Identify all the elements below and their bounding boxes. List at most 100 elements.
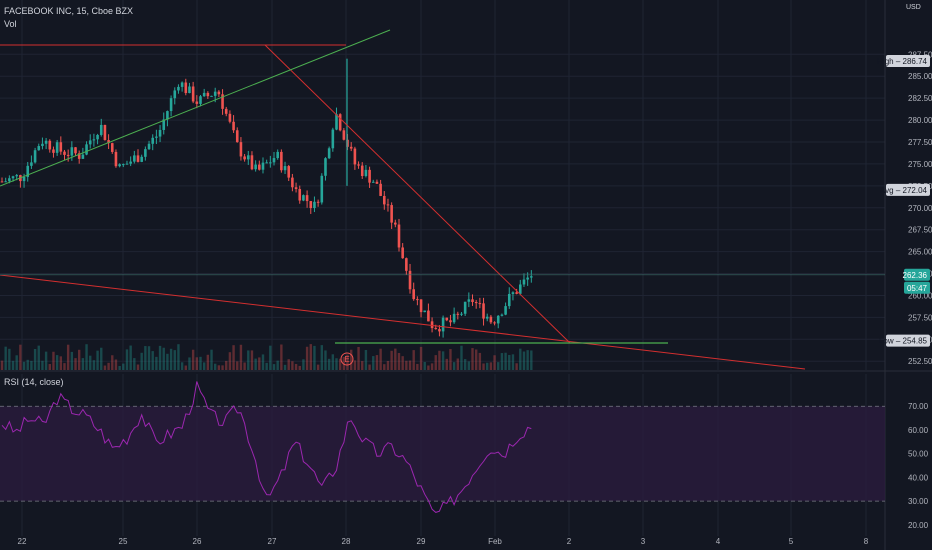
- volume-bar: [471, 348, 474, 370]
- candle-body: [408, 270, 412, 290]
- volume-bar: [206, 354, 210, 370]
- candle-body: [368, 169, 371, 183]
- rsi-band: [0, 405, 885, 502]
- candle-body: [173, 90, 177, 99]
- volume-bar: [258, 357, 261, 370]
- candle-body: [452, 313, 456, 323]
- candle-body: [114, 151, 118, 167]
- volume-bar: [261, 354, 265, 370]
- volume-bar: [394, 348, 397, 370]
- candle-body: [357, 164, 360, 166]
- volume-bar: [460, 345, 463, 370]
- candle-body: [500, 314, 504, 316]
- volume-bar: [287, 359, 290, 370]
- volume-bar: [294, 363, 298, 370]
- symbol-legend[interactable]: FACEBOOK INC, 15, Cboe BZX: [4, 6, 137, 16]
- volume-bar: [177, 344, 180, 370]
- candle-body: [52, 149, 55, 153]
- volume-bar: [55, 355, 59, 370]
- price-tick-label: 275.00: [908, 160, 932, 169]
- candle-body: [493, 322, 496, 324]
- volume-bar: [430, 363, 434, 370]
- volume-bar: [19, 344, 22, 370]
- candle-body: [504, 306, 507, 315]
- volume-bar: [497, 362, 500, 370]
- candle-body: [15, 175, 19, 177]
- candle-body: [155, 136, 158, 138]
- candle-body: [202, 92, 206, 97]
- volume-bar: [162, 347, 165, 370]
- candle-body: [235, 130, 239, 143]
- candle-body: [313, 201, 316, 209]
- volume-bar: [41, 360, 44, 370]
- volume-bar: [8, 348, 11, 370]
- candle-body: [254, 164, 257, 170]
- volume-bar: [331, 354, 335, 370]
- volume-bar: [232, 345, 235, 370]
- volume-bar: [96, 350, 99, 370]
- volume-legend[interactable]: Vol: [4, 19, 21, 29]
- candle-body: [44, 140, 48, 144]
- volume-bar: [269, 345, 272, 370]
- volume-bar: [504, 352, 507, 370]
- volume-bar: [92, 360, 96, 370]
- price-tick-label: 267.50: [908, 226, 932, 235]
- candle-body: [213, 91, 217, 96]
- candle-body: [360, 165, 364, 177]
- candle-body: [460, 313, 463, 315]
- volume-bar: [526, 350, 529, 370]
- candle-body: [530, 276, 533, 278]
- volume-bar: [357, 346, 360, 370]
- volume-bar: [305, 346, 309, 370]
- volume-bar: [133, 358, 136, 370]
- candle-body: [269, 162, 272, 164]
- price-tag-label: Avg – 272.04: [880, 186, 928, 195]
- earnings-marker-icon: [340, 352, 354, 366]
- volume-bar: [214, 363, 217, 370]
- volume-bar: [250, 350, 254, 370]
- time-axis[interactable]: 22 25 26 27 28 29 Feb 2 3 4 5 8: [18, 537, 869, 546]
- candle-body: [133, 155, 136, 162]
- volume-bar: [52, 351, 55, 370]
- candle-body: [246, 155, 250, 160]
- volume-bar: [81, 358, 85, 370]
- volume-bar: [298, 365, 301, 370]
- volume-bar: [482, 363, 485, 370]
- price-tag-label: Low – 254.85: [879, 337, 928, 346]
- candle-body: [239, 142, 243, 157]
- volume-bar: [419, 346, 423, 370]
- volume-bar: [169, 348, 173, 370]
- volume-bar: [33, 348, 37, 370]
- candle-body: [291, 177, 294, 188]
- candle-body: [33, 150, 37, 163]
- rsi-legend[interactable]: RSI (14, close): [4, 377, 68, 387]
- time-tick-label: 4: [716, 537, 721, 546]
- candle-body: [379, 183, 382, 196]
- candle-body: [107, 140, 110, 144]
- volume-bar: [445, 358, 448, 370]
- candle-body: [48, 140, 52, 150]
- candle-body: [386, 204, 390, 206]
- rsi-tick-label: 70.00: [908, 402, 929, 411]
- rsi-tick-label: 60.00: [908, 426, 929, 435]
- volume-bar: [309, 344, 312, 370]
- volume-bar: [405, 360, 408, 370]
- up-trendline: [0, 29, 391, 187]
- candle-body: [195, 101, 199, 104]
- candle-body: [397, 224, 401, 248]
- candle-body: [147, 143, 151, 150]
- volume-bar: [416, 363, 419, 370]
- volume-bar: [59, 356, 63, 370]
- candle-body: [88, 140, 92, 145]
- volume-bar: [412, 350, 415, 370]
- price-tick-label: 287.50: [908, 50, 932, 59]
- trendlines[interactable]: E: [0, 29, 885, 370]
- candles: [0, 58, 533, 338]
- volume-bar: [180, 362, 184, 370]
- time-tick-label: Feb: [488, 537, 502, 546]
- candle-body: [41, 143, 44, 147]
- candle-body: [272, 158, 276, 163]
- candle-body: [280, 151, 283, 171]
- price-tick-label: 282.50: [908, 94, 932, 103]
